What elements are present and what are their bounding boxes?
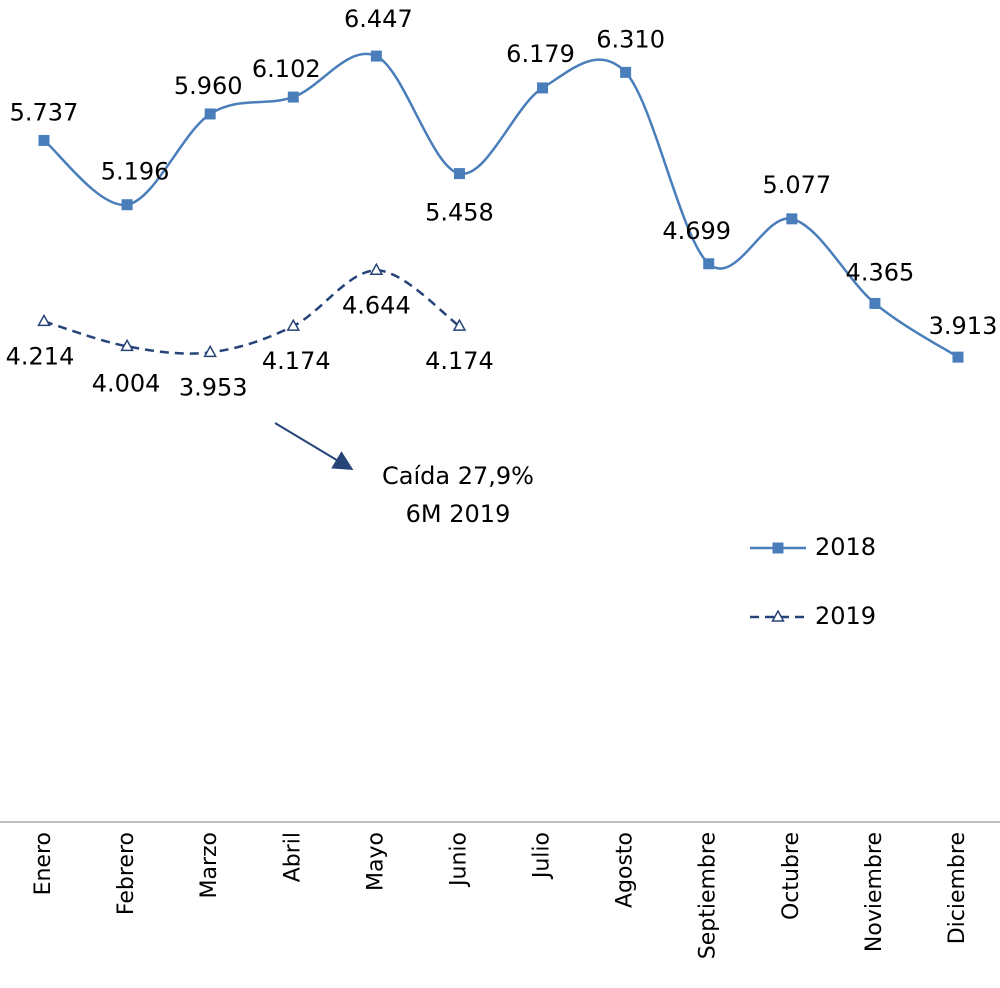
x-tick-label: Febrero [114, 832, 139, 915]
marker [120, 338, 134, 352]
marker [370, 50, 382, 62]
x-tick-label: Octubre [779, 832, 804, 920]
marker [786, 213, 798, 225]
value-label: 6.447 [344, 5, 413, 33]
marker [952, 351, 964, 363]
x-tick-label: Noviembre [862, 832, 887, 952]
x-tick-label: Septiembre [696, 832, 721, 959]
x-tick-label: Mayo [363, 832, 388, 891]
legend-label: 2018 [815, 533, 876, 561]
marker [453, 168, 465, 180]
legend-marker [772, 542, 784, 554]
value-label: 3.913 [929, 312, 998, 340]
x-tick-label: Enero [31, 832, 56, 895]
marker [703, 258, 715, 270]
value-label: 6.310 [596, 25, 665, 53]
marker [203, 344, 217, 358]
annotation: Caída 27,9% [382, 462, 534, 490]
marker [286, 318, 301, 331]
x-tick-label: Agosto [613, 832, 638, 908]
value-label: 6.179 [506, 40, 575, 68]
marker [369, 262, 384, 276]
marker [869, 297, 881, 309]
value-label: 4.174 [262, 347, 331, 375]
annotation: 6M 2019 [406, 500, 511, 528]
x-tick-label: Abril [280, 832, 305, 882]
marker [204, 108, 216, 120]
marker [620, 66, 632, 78]
line [43, 269, 461, 355]
value-label: 4.365 [846, 258, 915, 286]
marker [121, 199, 133, 211]
x-tick-label: Diciembre [945, 832, 970, 944]
value-label: 6.102 [252, 55, 321, 83]
value-label: 4.699 [662, 217, 731, 245]
marker [537, 82, 549, 94]
value-label: 4.004 [92, 369, 161, 397]
x-tick-label: Julio [530, 832, 555, 880]
marker [452, 318, 467, 331]
value-label: 4.644 [342, 291, 411, 319]
x-tick-label: Marzo [197, 832, 222, 899]
value-label: 4.174 [425, 347, 494, 375]
value-label: 5.960 [174, 72, 243, 100]
annotation-arrow [274, 422, 354, 471]
value-label: 4.214 [6, 342, 75, 370]
legend-label: 2019 [815, 602, 876, 630]
value-label: 3.953 [179, 373, 248, 401]
value-label: 5.737 [10, 98, 79, 126]
x-tick-label: Junio [446, 832, 471, 888]
value-label: 5.077 [762, 171, 831, 199]
marker [287, 91, 299, 103]
marker [37, 313, 51, 327]
marker [38, 134, 50, 146]
value-label: 5.458 [425, 199, 494, 227]
value-label: 5.196 [101, 158, 170, 186]
legend-marker [771, 609, 785, 622]
